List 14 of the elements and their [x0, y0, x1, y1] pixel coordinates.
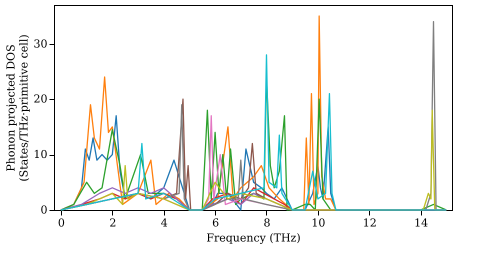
x-tick-label: 10	[311, 216, 326, 230]
y-axis-title: Phonon projected DOS (States/THz·primitive cell)	[4, 34, 31, 182]
y-tick-label: 10	[34, 148, 48, 162]
x-tick-label: 8	[263, 216, 270, 230]
x-axis-title: Frequency (THz)	[206, 232, 301, 244]
y-tick-label: 30	[34, 37, 48, 50]
x-tick-label: 14	[414, 216, 428, 230]
x-tick-label: 2	[109, 216, 116, 230]
x-tick-label: 6	[212, 216, 220, 230]
x-tick-label: 12	[362, 216, 377, 230]
y-tick-label: 20	[34, 92, 48, 106]
x-tick-label: 0	[58, 216, 65, 230]
x-tick-label: 4	[160, 216, 168, 230]
y-tick-label: 0	[40, 204, 48, 216]
